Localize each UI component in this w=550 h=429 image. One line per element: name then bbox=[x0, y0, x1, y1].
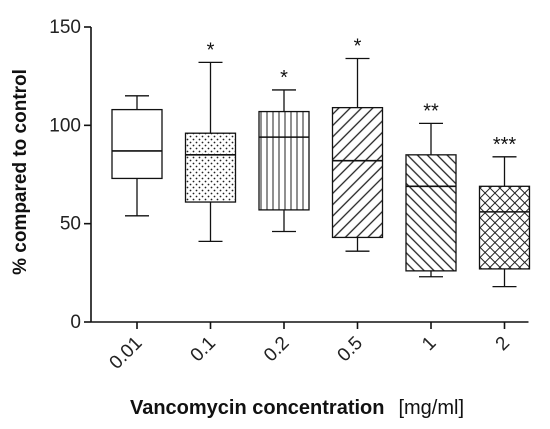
box-0.2: * bbox=[258, 67, 310, 233]
x-tick-label: 0.5 bbox=[334, 333, 368, 367]
box-0.5: * bbox=[331, 35, 384, 252]
x-axis: 0.01 0.1 0.2 0.5 1 2 bbox=[91, 321, 529, 374]
box-body bbox=[258, 110, 310, 211]
y-tick-label: 100 bbox=[49, 115, 81, 136]
box-body bbox=[111, 108, 163, 180]
significance-marker: * bbox=[207, 39, 215, 61]
y-axis: 0 50 100 150 bbox=[49, 17, 92, 333]
y-tick-label: 150 bbox=[49, 17, 81, 38]
box-body bbox=[405, 154, 457, 272]
box-2: *** bbox=[478, 134, 531, 288]
x-tick-label: 1 bbox=[418, 333, 440, 355]
x-axis-title: Vancomycin concentration [mg/ml] bbox=[130, 397, 464, 419]
x-axis-unit: [mg/ml] bbox=[398, 397, 464, 419]
y-tick-label: 0 bbox=[70, 312, 81, 333]
x-tick-label: 0.2 bbox=[260, 333, 294, 367]
x-tick-label: 0.1 bbox=[187, 333, 221, 367]
x-tick-label: 0.01 bbox=[106, 333, 147, 374]
x-axis-label: Vancomycin concentration bbox=[130, 397, 385, 419]
box-body bbox=[331, 106, 384, 239]
significance-marker: * bbox=[354, 35, 362, 57]
significance-marker: * bbox=[280, 67, 288, 89]
box-0.1: * bbox=[184, 39, 237, 243]
box-body bbox=[184, 132, 237, 203]
box-0.01 bbox=[111, 95, 163, 217]
box-body bbox=[478, 185, 531, 270]
y-tick-label: 50 bbox=[60, 214, 81, 235]
significance-marker: ** bbox=[423, 100, 439, 122]
significance-marker: *** bbox=[493, 134, 517, 156]
y-axis-label: % compared to control bbox=[10, 69, 31, 275]
x-tick-label: 2 bbox=[492, 333, 514, 355]
box-1: ** bbox=[405, 100, 457, 278]
boxes: ******** bbox=[111, 35, 531, 288]
